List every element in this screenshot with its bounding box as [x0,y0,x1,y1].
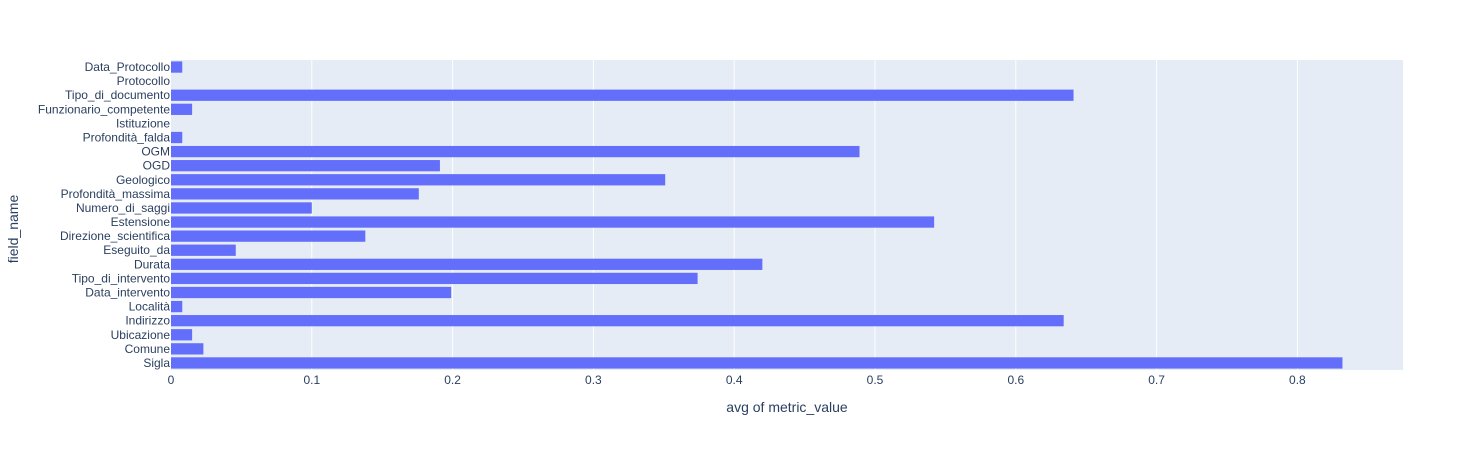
y-tick-label: Numero_di_saggi [76,201,170,215]
bar[interactable] [171,300,183,313]
bar[interactable] [171,216,935,228]
y-tick-label: Profondità_massima [61,187,171,201]
bar[interactable] [171,357,1343,369]
bars [171,61,1343,369]
bar[interactable] [171,230,366,242]
bar[interactable] [171,244,236,256]
y-tick-label: Profondità_falda [83,131,171,145]
gridlines [311,60,1298,370]
bar[interactable] [171,258,763,270]
bar[interactable] [171,202,312,214]
y-tick-labels: SiglaComuneUbicazioneIndirizzoLocalitàDa… [38,60,170,370]
y-tick-label: Ubicazione [111,328,171,342]
y-tick-label: OGD [143,159,171,173]
bar[interactable] [171,329,193,341]
y-tick-label: Direzione_scientifica [60,229,170,243]
x-tick-label: 0.3 [585,373,602,387]
bar[interactable] [171,286,452,299]
y-tick-label: Data_intervento [85,286,170,300]
bar[interactable] [171,131,183,144]
y-tick-label: OGM [141,145,170,159]
y-tick-label: Comune [125,342,171,356]
x-tick-label: 0 [168,373,175,387]
bar[interactable] [171,188,419,200]
x-tick-label: 0.2 [444,373,461,387]
y-tick-label: Sigla [143,356,170,370]
y-tick-label: Località [129,300,171,314]
x-tick-label: 0.1 [303,373,320,387]
x-tick-label: 0.6 [1007,373,1024,387]
y-axis-title: field_name [5,195,21,264]
y-tick-label: Estensione [111,215,171,229]
bar[interactable] [171,174,666,186]
y-tick-label: Indirizzo [125,314,170,328]
x-axis-title: avg of metric_value [726,399,848,415]
y-tick-label: Data_Protocollo [85,60,171,74]
x-tick-label: 0.4 [726,373,743,387]
y-tick-label: Geologico [116,173,170,187]
bar[interactable] [171,343,204,355]
y-tick-label: Eseguito_da [103,243,170,257]
y-tick-label: Durata [134,257,170,271]
y-tick-label: Istituzione [116,116,170,130]
bar[interactable] [171,272,698,285]
y-tick-label: Funzionario_competente [38,102,170,116]
y-tick-label: Tipo_di_documento [65,88,170,102]
bar[interactable] [171,315,1064,327]
bar[interactable] [171,103,193,115]
x-tick-label: 0.7 [1148,373,1165,387]
y-tick-label: Tipo_di_intervento [72,271,171,285]
bar[interactable] [171,89,1074,101]
bar[interactable] [171,160,440,172]
bar[interactable] [171,145,860,158]
x-tick-label: 0.8 [1289,373,1306,387]
bar[interactable] [171,61,183,73]
x-tick-label: 0.5 [867,373,884,387]
y-tick-label: Protocollo [117,74,171,88]
x-tick-labels: 0 0.1 0.2 0.3 0.4 0.5 0.6 0.7 0.8 [168,373,1306,387]
